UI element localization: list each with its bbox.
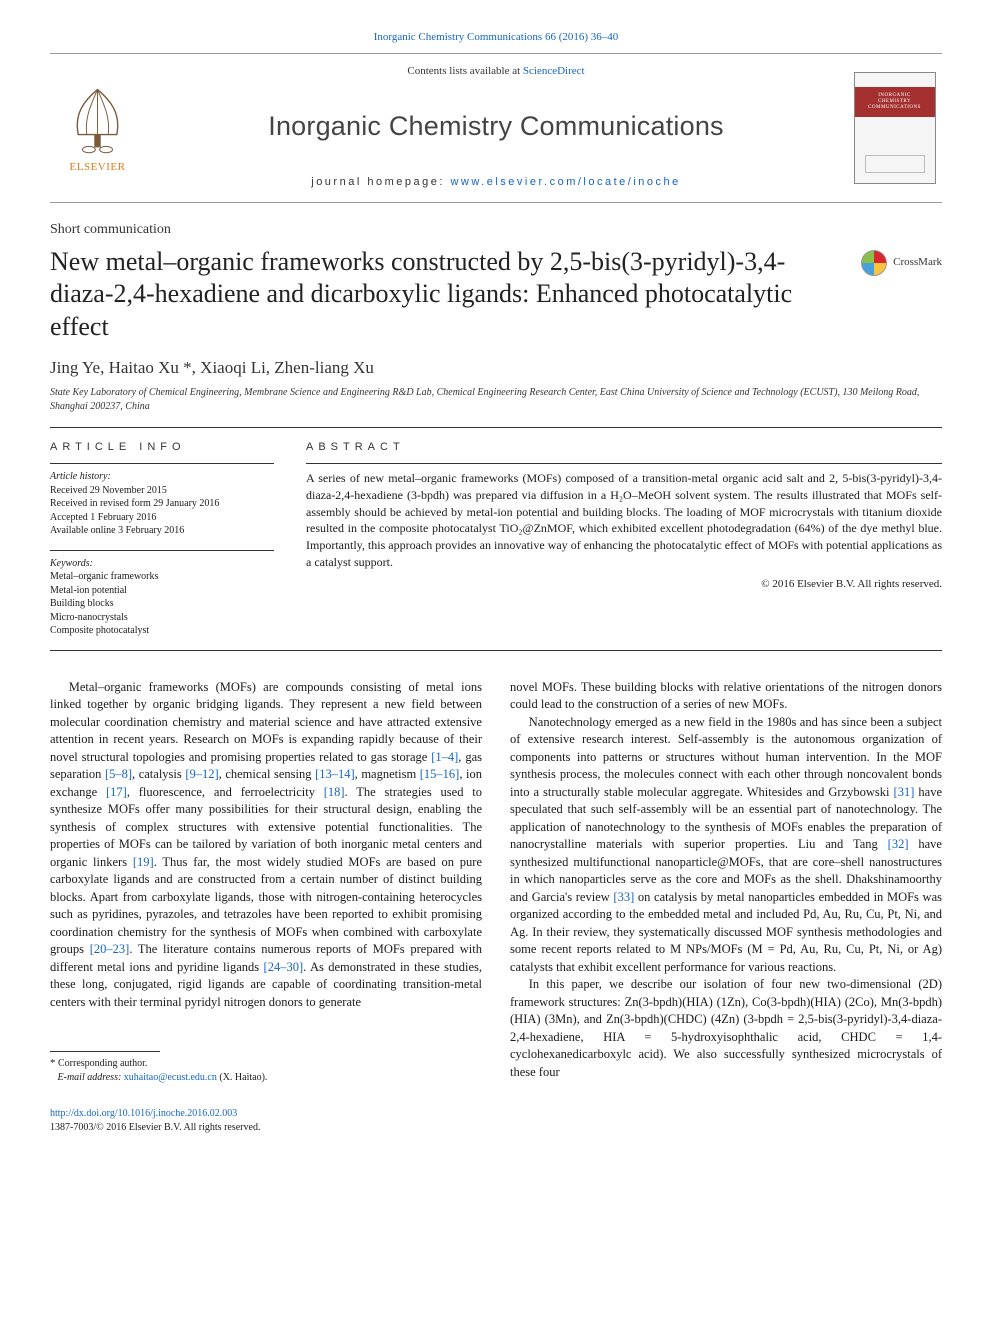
cover-box: INORGANIC CHEMISTRY COMMUNICATIONS xyxy=(854,72,936,184)
running-head-journal: Inorganic Chemistry Communications xyxy=(374,31,542,43)
issn-copyright: 1387-7003/© 2016 Elsevier B.V. All right… xyxy=(50,1122,260,1133)
affiliation: State Key Laboratory of Chemical Enginee… xyxy=(50,386,942,413)
keyword-2: Metal-ion potential xyxy=(50,584,274,598)
corresponding-author-footnote: * Corresponding author. E-mail address: … xyxy=(50,1056,482,1085)
running-head-volpages: 66 (2016) 36–40 xyxy=(545,31,618,43)
sciencedirect-link[interactable]: ScienceDirect xyxy=(523,65,585,77)
journal-cover-thumbnail[interactable]: INORGANIC CHEMISTRY COMMUNICATIONS xyxy=(847,54,942,202)
homepage-prefix: journal homepage: xyxy=(311,176,450,188)
journal-header: ELSEVIER Contents lists available at Sci… xyxy=(50,53,942,203)
ref-20-23[interactable]: [20–23] xyxy=(90,942,130,956)
email-label: E-mail address: xyxy=(58,1072,122,1083)
ref-13-14[interactable]: [13–14] xyxy=(315,767,355,781)
body-right-p1: novel MOFs. These building blocks with r… xyxy=(510,679,942,714)
author-list: Jing Ye, Haitao Xu *, Xiaoqi Li, Zhen-li… xyxy=(50,357,942,380)
contents-prefix: Contents lists available at xyxy=(407,65,522,77)
ref-9-12[interactable]: [9–12] xyxy=(185,767,218,781)
ref-24-30[interactable]: [24–30] xyxy=(264,960,304,974)
info-rule-2 xyxy=(50,550,274,551)
info-rule xyxy=(50,463,274,464)
keyword-4: Micro-nanocrystals xyxy=(50,611,274,625)
ref-5-8[interactable]: [5–8] xyxy=(105,767,132,781)
body-columns: Metal–organic frameworks (MOFs) are comp… xyxy=(50,679,942,1135)
elsevier-tree-icon xyxy=(65,81,130,156)
journal-homepage-line: journal homepage: www.elsevier.com/locat… xyxy=(155,175,837,190)
abstract-copyright: © 2016 Elsevier B.V. All rights reserved… xyxy=(306,577,942,592)
cover-line3: COMMUNICATIONS xyxy=(868,105,921,111)
ref-19[interactable]: [19] xyxy=(133,855,154,869)
ref-15-16[interactable]: [15–16] xyxy=(420,767,460,781)
crossmark-badge[interactable]: CrossMark xyxy=(832,246,942,276)
cover-title-band: INORGANIC CHEMISTRY COMMUNICATIONS xyxy=(855,87,935,117)
body-right-p2: Nanotechnology emerged as a new field in… xyxy=(510,714,942,977)
publisher-logo[interactable]: ELSEVIER xyxy=(50,54,145,202)
history-revised: Received in revised form 29 January 2016 xyxy=(50,497,274,511)
abstract-rule xyxy=(306,463,942,464)
keyword-1: Metal–organic frameworks xyxy=(50,570,274,584)
journal-name: Inorganic Chemistry Communications xyxy=(155,108,837,144)
body-column-right: novel MOFs. These building blocks with r… xyxy=(510,679,942,1135)
abstract-text: A series of new metal–organic frameworks… xyxy=(306,470,942,571)
corresponding-email-link[interactable]: xuhaitao@ecust.edu.cn xyxy=(124,1072,217,1083)
article-title: New metal–organic frameworks constructed… xyxy=(50,246,832,344)
cover-art-placeholder xyxy=(865,155,925,173)
email-suffix: (X. Haitao). xyxy=(219,1072,267,1083)
article-title-row: New metal–organic frameworks constructed… xyxy=(50,246,942,344)
ref-17[interactable]: [17] xyxy=(106,785,127,799)
journal-homepage-link[interactable]: www.elsevier.com/locate/inoche xyxy=(450,176,680,188)
contents-available-line: Contents lists available at ScienceDirec… xyxy=(155,64,837,79)
keywords-list: Metal–organic frameworks Metal-ion poten… xyxy=(50,570,274,638)
body-left-p1: Metal–organic frameworks (MOFs) are comp… xyxy=(50,679,482,1012)
article-history-label: Article history: xyxy=(50,470,274,484)
keyword-3: Building blocks xyxy=(50,597,274,611)
running-head-citation: Inorganic Chemistry Communications 66 (2… xyxy=(50,30,942,45)
corresponding-label: Corresponding author. xyxy=(58,1058,147,1069)
doi-link[interactable]: http://dx.doi.org/10.1016/j.inoche.2016.… xyxy=(50,1108,237,1119)
running-head-link[interactable]: Inorganic Chemistry Communications 66 (2… xyxy=(374,31,619,43)
header-center: Contents lists available at ScienceDirec… xyxy=(145,54,847,202)
keyword-5: Composite photocatalyst xyxy=(50,624,274,638)
article-info-abstract-block: article info Article history: Received 2… xyxy=(50,427,942,650)
body-column-left: Metal–organic frameworks (MOFs) are comp… xyxy=(50,679,482,1135)
crossmark-label: CrossMark xyxy=(893,255,942,270)
ref-18[interactable]: [18] xyxy=(324,785,345,799)
abstract-column: abstract A series of new metal–organic f… xyxy=(290,428,942,649)
doi-copyright-block: http://dx.doi.org/10.1016/j.inoche.2016.… xyxy=(50,1107,482,1134)
ref-31[interactable]: [31] xyxy=(894,785,915,799)
publisher-wordmark: ELSEVIER xyxy=(70,160,126,175)
history-received: Received 29 November 2015 xyxy=(50,484,274,498)
article-info-column: article info Article history: Received 2… xyxy=(50,428,290,649)
asterisk-icon: * xyxy=(50,1057,56,1069)
footnote-separator xyxy=(50,1051,160,1052)
body-right-p3: In this paper, we describe our isolation… xyxy=(510,976,942,1081)
author-names: Jing Ye, Haitao Xu *, Xiaoqi Li, Zhen-li… xyxy=(50,358,374,377)
crossmark-icon xyxy=(861,250,887,276)
article-info-label: article info xyxy=(50,440,274,455)
article-type: Short communication xyxy=(50,221,942,240)
article-history-lines: Received 29 November 2015 Received in re… xyxy=(50,484,274,538)
ref-32[interactable]: [32] xyxy=(888,837,909,851)
ref-33[interactable]: [33] xyxy=(613,890,634,904)
abstract-label: abstract xyxy=(306,440,942,455)
history-online: Available online 3 February 2016 xyxy=(50,524,274,538)
history-accepted: Accepted 1 February 2016 xyxy=(50,511,274,525)
keywords-label: Keywords: xyxy=(50,557,274,571)
ref-1-4[interactable]: [1–4] xyxy=(431,750,458,764)
